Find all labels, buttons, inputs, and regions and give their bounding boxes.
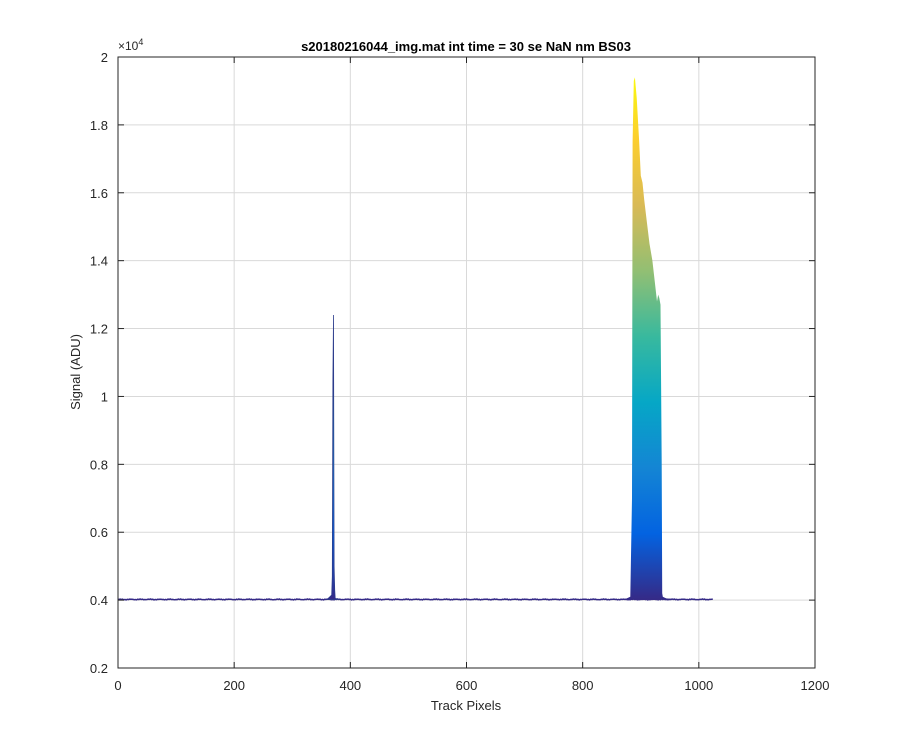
y-tick-label: 0.2: [90, 661, 108, 676]
x-tick-label: 800: [572, 678, 594, 693]
y-tick-label: 1.2: [90, 322, 108, 337]
data-series: [118, 77, 713, 601]
axis-ticks: 0 200 400 600 800 1000 1200 0.2 0.4 0.6 0.8 1 1.2 1.4…: [90, 50, 830, 693]
baseline-trace: [118, 598, 713, 601]
y-tick-label: 0.8: [90, 457, 108, 472]
y-tick-label: 1.4: [90, 254, 108, 269]
y-tick-label: 0.4: [90, 593, 108, 608]
y-tick-label: 1: [101, 389, 108, 404]
x-tick-label: 600: [456, 678, 478, 693]
y-axis-label: Signal (ADU): [68, 334, 83, 410]
x-tick-label: 200: [223, 678, 245, 693]
y-axis-multiplier: ×104: [118, 37, 143, 53]
band-area: [624, 77, 676, 600]
chart-title: s20180216044_img.mat int time = 30 se Na…: [301, 39, 631, 54]
x-tick-label: 1000: [684, 678, 713, 693]
grid-lines: [117, 56, 816, 669]
y-tick-label: 0.6: [90, 525, 108, 540]
x-axis-label: Track Pixels: [431, 698, 502, 713]
x-tick-label: 0: [114, 678, 121, 693]
x-tick-label: 400: [339, 678, 361, 693]
y-tick-label: 2: [101, 50, 108, 65]
spike-area: [326, 314, 340, 600]
y-tick-label: 1.6: [90, 186, 108, 201]
x-tick-label: 1200: [801, 678, 830, 693]
y-tick-label: 1.8: [90, 118, 108, 133]
